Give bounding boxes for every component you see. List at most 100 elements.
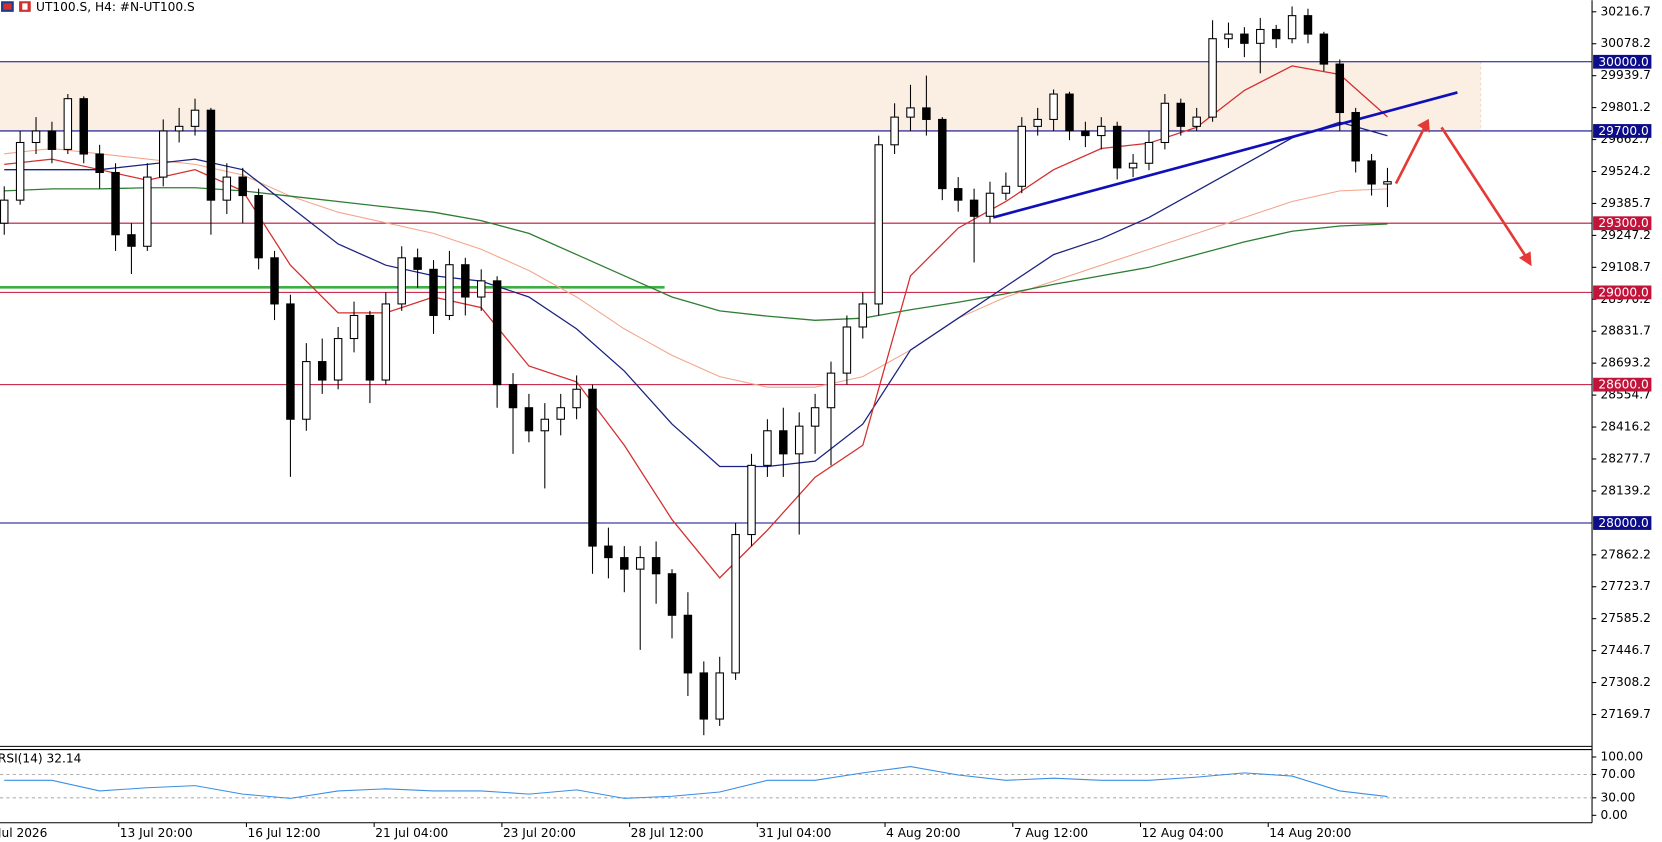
- rsi-tick-label: 30.00: [1601, 790, 1636, 804]
- level-label: 28000.0: [1598, 516, 1648, 530]
- x-tick-label: 14 Aug 20:00: [1269, 826, 1351, 840]
- level-label-box: [1593, 285, 1652, 300]
- zone: [0, 61, 1481, 131]
- candle-body: [492, 280, 502, 386]
- candle-body: [524, 407, 534, 432]
- candle-layer: [0, 6, 1392, 736]
- candle-body: [715, 672, 724, 720]
- candle-body: [286, 303, 295, 420]
- candle-body: [1001, 185, 1011, 194]
- x-tick-label: 12 Aug 04:00: [1142, 826, 1224, 840]
- time-axis-bg: [0, 822, 1593, 842]
- candle-body: [1144, 141, 1154, 164]
- candle-body: [1383, 181, 1392, 185]
- candle-body: [1065, 93, 1074, 132]
- y-tick-label: 29939.7: [1601, 68, 1651, 82]
- level-label: 29000.0: [1598, 285, 1648, 299]
- candle-body: [1033, 118, 1042, 127]
- level-label: 30000.0: [1598, 55, 1648, 69]
- y-tick-label: 30216.7: [1601, 4, 1651, 18]
- candle-body: [238, 176, 247, 197]
- x-tick-label: 4 Aug 20:00: [886, 826, 960, 840]
- x-tick-label: 7 Aug 12:00: [1014, 826, 1088, 840]
- rsi-tick-label: 70.00: [1601, 767, 1636, 781]
- candle-body: [381, 303, 391, 381]
- candle-body: [79, 98, 88, 155]
- y-tick-label: 30078.2: [1601, 36, 1651, 50]
- arrow-up: [1394, 124, 1427, 185]
- y-tick-label: 28139.2: [1601, 483, 1651, 497]
- candle-body: [1240, 33, 1249, 44]
- candle-body: [1224, 33, 1233, 40]
- candle-body: [794, 425, 804, 455]
- ma-layer: [4, 65, 1458, 579]
- candle-body: [969, 199, 979, 217]
- candle-body: [111, 171, 120, 236]
- candle-body: [588, 388, 597, 547]
- candle-body: [254, 195, 263, 259]
- candle-body: [1335, 63, 1345, 114]
- arrow-head: [1417, 118, 1430, 133]
- candle-body: [317, 361, 327, 381]
- level-label-box: [1593, 377, 1652, 392]
- candle-body: [667, 573, 677, 616]
- y-tick-label: 29801.2: [1601, 100, 1651, 114]
- candle-body: [1287, 15, 1297, 40]
- y-tick-label: 27308.2: [1601, 675, 1651, 689]
- chart-title: UT100.S, H4: #N-UT100.S: [36, 0, 195, 14]
- candle-body: [620, 557, 629, 570]
- moving-average: [4, 121, 1388, 468]
- candle-body: [95, 153, 104, 174]
- level-label: 28600.0: [1598, 378, 1648, 392]
- candle-body: [1208, 38, 1217, 118]
- candle-body: [270, 257, 279, 305]
- candle-body: [842, 326, 852, 374]
- candle-body: [461, 264, 470, 298]
- rsi-line: [4, 766, 1388, 799]
- candle-body: [572, 388, 581, 409]
- y-tick-label: 27723.7: [1601, 579, 1651, 593]
- candle-body: [683, 614, 693, 674]
- x-tick-label: 13 Jul 20:00: [120, 826, 193, 840]
- candle-body: [922, 107, 931, 120]
- candle-body: [953, 188, 963, 201]
- y-tick-label: 29524.2: [1601, 164, 1651, 178]
- candle-body: [1128, 162, 1138, 169]
- candle-body: [206, 109, 216, 201]
- candle-body: [47, 130, 57, 150]
- x-tick-label: 23 Jul 20:00: [503, 826, 576, 840]
- candle-body: [365, 314, 375, 381]
- candle-body: [540, 418, 550, 432]
- moving-average: [4, 65, 1388, 579]
- candle-body: [938, 118, 947, 190]
- candle-body: [1351, 111, 1360, 162]
- symbol-icon: [1, 1, 31, 12]
- moving-average: [4, 187, 1388, 321]
- x-tick-label: Jul 2026: [0, 826, 47, 840]
- candle-body: [699, 672, 709, 720]
- candle-body: [445, 264, 454, 316]
- candle-body: [413, 257, 422, 270]
- candle-body: [397, 257, 406, 305]
- x-tick-label: 31 Jul 04:00: [758, 826, 831, 840]
- level-label: 29300.0: [1598, 216, 1648, 230]
- candle-body: [508, 384, 518, 409]
- candle-body: [349, 314, 359, 340]
- candle-body: [651, 557, 661, 575]
- candle-body: [556, 407, 565, 420]
- y-tick-label: 29385.7: [1601, 196, 1651, 210]
- candle-body: [906, 107, 915, 118]
- level-label: 29700.0: [1598, 124, 1648, 138]
- candle-body: [190, 109, 200, 127]
- candle-body: [874, 144, 883, 305]
- candle-body: [429, 268, 438, 316]
- candle-body: [826, 372, 836, 409]
- candle-body: [779, 430, 788, 455]
- y-tick-label: 27169.7: [1601, 707, 1651, 721]
- candle-body: [31, 130, 41, 144]
- y-tick-label: 27446.7: [1601, 643, 1651, 657]
- candle-body: [333, 337, 343, 381]
- price-axis-bg: [1592, 0, 1662, 842]
- y-tick-label: 29247.2: [1601, 228, 1651, 242]
- candle-body: [1081, 130, 1090, 137]
